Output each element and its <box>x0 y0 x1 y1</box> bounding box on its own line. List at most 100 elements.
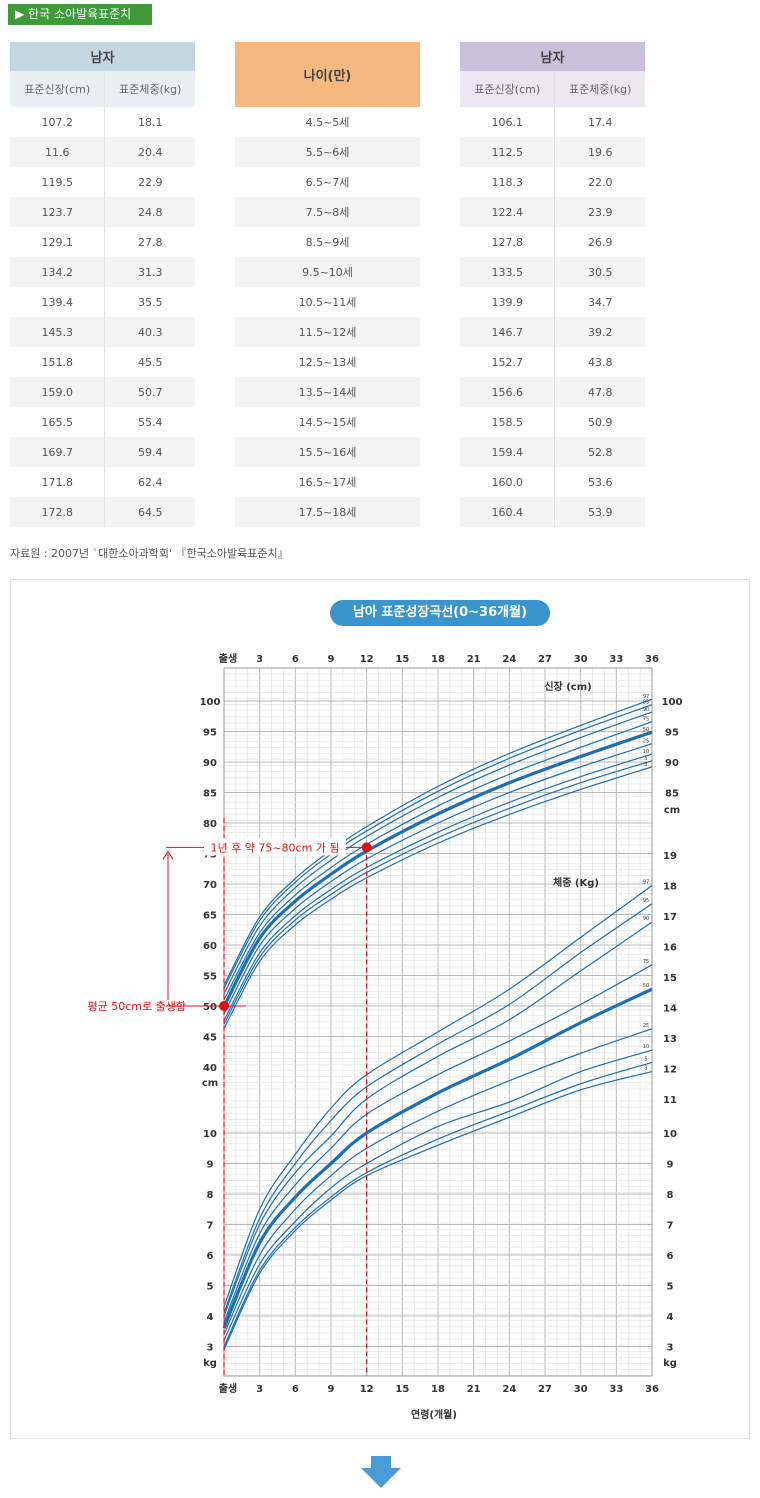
age-cell: 7.5~8세 <box>235 197 420 227</box>
y-tick-weight-left: 6 <box>207 1251 214 1262</box>
weight-percentile-label: 75 <box>643 959 649 965</box>
table-row: 159.0 50.7 <box>10 377 195 407</box>
left-height-cell: 172.8 <box>10 497 105 527</box>
weight-curve-p50 <box>222 987 653 1329</box>
y-tick-height-left: 100 <box>200 697 221 708</box>
table-row: 106.1 17.4 <box>460 107 645 137</box>
left-weight-cell: 22.9 <box>104 167 195 197</box>
right-weight-cell: 50.9 <box>554 407 645 437</box>
y-tick-height-right: 90 <box>665 758 679 769</box>
table-row: 152.7 43.8 <box>460 347 645 377</box>
table-row: 139.4 35.5 <box>10 287 195 317</box>
right-height-cell: 139.9 <box>460 287 555 317</box>
age-cell: 4.5~5세 <box>235 107 420 137</box>
x-tick-bottom: 33 <box>609 1384 623 1395</box>
y-tick-weight-left: 4 <box>207 1312 214 1323</box>
y-tick-height-left: 50 <box>203 1002 217 1013</box>
right-weight-cell: 43.8 <box>554 347 645 377</box>
table-row: 156.6 47.8 <box>460 377 645 407</box>
x-tick-top: 33 <box>609 654 623 665</box>
y-tick-weight-left: 3 <box>207 1343 214 1354</box>
table-row: 151.8 45.5 <box>10 347 195 377</box>
age-cell: 17.5~18세 <box>235 497 420 527</box>
x-tick-top: 3 <box>256 654 263 665</box>
y-tick-weight-left: 10 <box>203 1129 217 1140</box>
right-height-cell: 159.4 <box>460 437 555 467</box>
height-curve-p97 <box>223 698 653 986</box>
x-tick-top: 15 <box>395 654 409 665</box>
weight-curve-p97 <box>223 885 653 1308</box>
right-height-cell: 160.4 <box>460 497 555 527</box>
y-tick-height-left: 90 <box>203 758 217 769</box>
height-percentile-label: 50 <box>643 727 649 733</box>
age-cell: 6.5~7세 <box>235 167 420 197</box>
x-tick-bottom: 15 <box>395 1384 409 1395</box>
y-tick-weight-right: 8 <box>667 1190 674 1201</box>
table-row: 160.0 53.6 <box>460 467 645 497</box>
table-row: 13.5~14세 <box>235 377 420 407</box>
weight-curve-p5 <box>223 1061 653 1347</box>
growth-arrow-head <box>162 850 174 860</box>
table-row: 160.4 53.9 <box>460 497 645 527</box>
right-weight-cell: 22.0 <box>554 167 645 197</box>
right-height-cell: 160.0 <box>460 467 555 497</box>
table-row: 10.5~11세 <box>235 287 420 317</box>
right-height-cell: 133.5 <box>460 257 555 287</box>
table-row: 169.7 59.4 <box>10 437 195 467</box>
table-row: 134.2 31.3 <box>10 257 195 287</box>
height-curve-p10 <box>223 753 653 1021</box>
left-col-height: 표준신장(cm) <box>10 71 105 107</box>
left-table-title: 남자 <box>10 42 195 71</box>
right-weight-cell: 26.9 <box>554 227 645 257</box>
left-weight-cell: 27.8 <box>104 227 195 257</box>
birth-marker <box>219 1001 229 1011</box>
weight-curve-p75 <box>223 964 653 1323</box>
height-curve-p90 <box>223 711 653 995</box>
one-year-marker <box>361 842 372 853</box>
left-height-cell: 123.7 <box>10 197 105 227</box>
age-cell: 12.5~13세 <box>235 347 420 377</box>
table-row: 14.5~15세 <box>235 407 420 437</box>
table-row: 17.5~18세 <box>235 497 420 527</box>
left-weight-cell: 45.5 <box>104 347 195 377</box>
y-tick-weight-right: 3 <box>667 1343 674 1354</box>
table-row: 133.5 30.5 <box>460 257 645 287</box>
left-height-cell: 11.6 <box>10 137 105 167</box>
height-percentile-label: 10 <box>643 749 649 755</box>
weight-percentile-label: 25 <box>643 1023 649 1029</box>
right-weight-cell: 34.7 <box>554 287 645 317</box>
table-row: 4.5~5세 <box>235 107 420 137</box>
y-tick-weight-right: 4 <box>667 1312 674 1323</box>
age-cell: 15.5~16세 <box>235 437 420 467</box>
x-tick-bottom: 36 <box>645 1384 659 1395</box>
y-tick-weight-right: 6 <box>667 1251 674 1262</box>
y-tick-weight-right: 7 <box>667 1221 674 1232</box>
y-tick-weight-right: 17 <box>663 912 677 923</box>
right-weight-cell: 19.6 <box>554 137 645 167</box>
left-height-cell: 159.0 <box>10 377 105 407</box>
y-tick-height-left: 40 <box>203 1063 217 1074</box>
age-cell: 5.5~6세 <box>235 137 420 167</box>
left-height-cell: 169.7 <box>10 437 105 467</box>
y-tick-weight-right: 11 <box>663 1095 677 1106</box>
right-weight-cell: 53.6 <box>554 467 645 497</box>
right-height-cell: 152.7 <box>460 347 555 377</box>
y-tick-height-left: 60 <box>203 941 217 952</box>
height-percentile-label: 90 <box>643 707 649 713</box>
height-curve-p3 <box>223 766 653 1029</box>
left-height-cell: 129.1 <box>10 227 105 257</box>
left-height-cell: 151.8 <box>10 347 105 377</box>
x-tick-top: 24 <box>502 654 516 665</box>
age-cell: 14.5~15세 <box>235 407 420 437</box>
right-height-cell: 158.5 <box>460 407 555 437</box>
y-tick-weight-right: 12 <box>663 1065 677 1076</box>
weight-percentile-label: 95 <box>643 898 649 904</box>
table-row: 127.8 26.9 <box>460 227 645 257</box>
age-cell: 10.5~11세 <box>235 287 420 317</box>
x-tick-top: 9 <box>328 654 335 665</box>
y-unit-right-kg: kg <box>663 1358 677 1369</box>
height-panel-label: 신장 (cm) <box>544 680 591 693</box>
y-tick-weight-right: 19 <box>663 851 677 862</box>
age-table: 나이(만) 4.5~5세 5.5~6세 6.5~7세 7.5~8세 8.5~9세 9.5~… <box>235 42 420 527</box>
weight-curve-p95 <box>223 903 653 1314</box>
